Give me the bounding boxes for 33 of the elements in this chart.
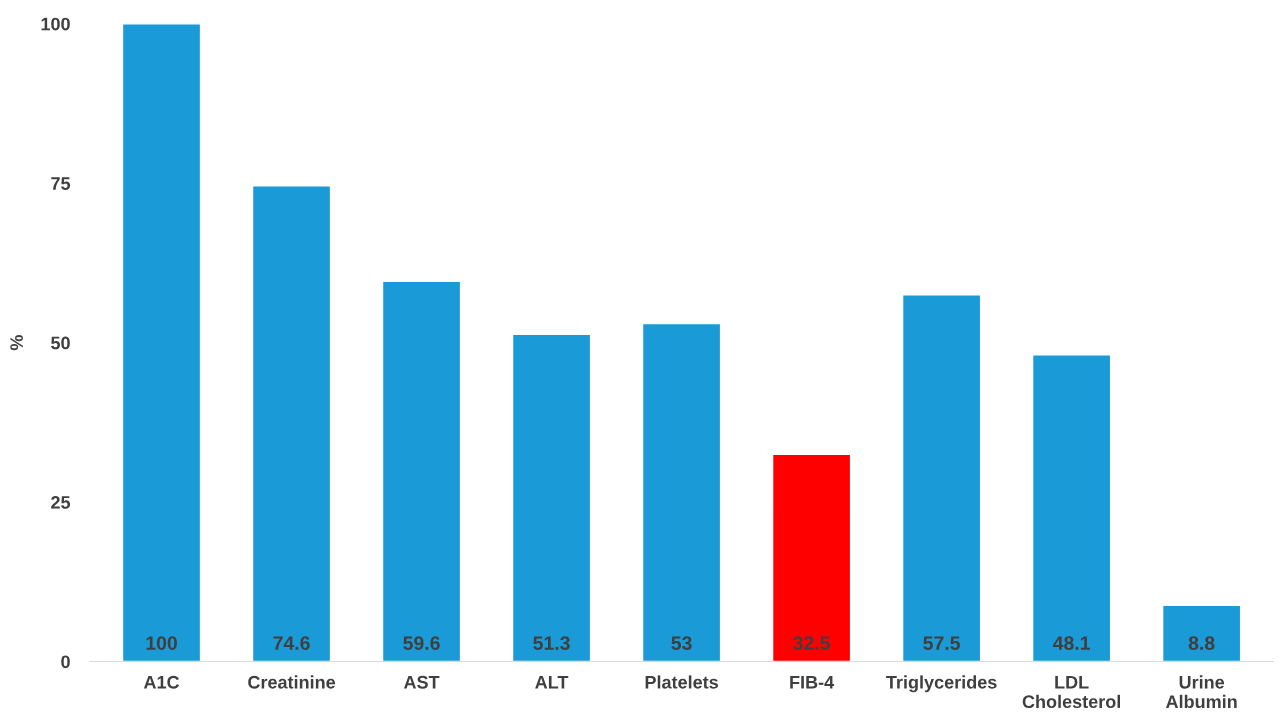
x-tick-label: Creatinine [248, 675, 336, 689]
data-label: 51.3 [533, 636, 570, 651]
bar [121, 23, 202, 662]
x-tick-label: Platelets [645, 675, 718, 689]
bar [641, 322, 722, 662]
x-tick-label: AST [403, 675, 440, 689]
x-tick-label: ALT [535, 676, 569, 689]
data-label: 59.6 [403, 636, 440, 650]
x-tick-label: Urine Albumin [1165, 675, 1237, 709]
data-label: 100 [146, 636, 177, 650]
bar [251, 185, 332, 662]
data-label: 74.6 [273, 636, 310, 650]
bar [771, 453, 852, 662]
bar [1031, 354, 1112, 662]
data-label: 32.5 [793, 636, 830, 651]
x-tick-label: Triglycerides [886, 675, 997, 693]
y-tick-label: 0 [61, 655, 70, 669]
y-tick-label: 100 [41, 17, 70, 31]
y-tick-label: 50 [51, 336, 70, 350]
x-tick-label: A1C [143, 675, 180, 689]
bar [381, 280, 462, 662]
bar [511, 333, 592, 662]
x-tick-label: FIB-4 [790, 676, 835, 689]
bar [901, 294, 982, 662]
data-label: 8.8 [1188, 636, 1215, 650]
y-tick-label: 75 [51, 177, 71, 190]
data-label: 57.5 [923, 636, 960, 650]
y-tick-label: 25 [51, 495, 71, 509]
x-tick-label: LDL Cholesterol [1022, 676, 1121, 709]
y-axis-title: % [10, 335, 23, 351]
data-label: 53 [671, 636, 692, 651]
bar [1161, 604, 1242, 662]
data-label: 48.1 [1052, 636, 1090, 650]
